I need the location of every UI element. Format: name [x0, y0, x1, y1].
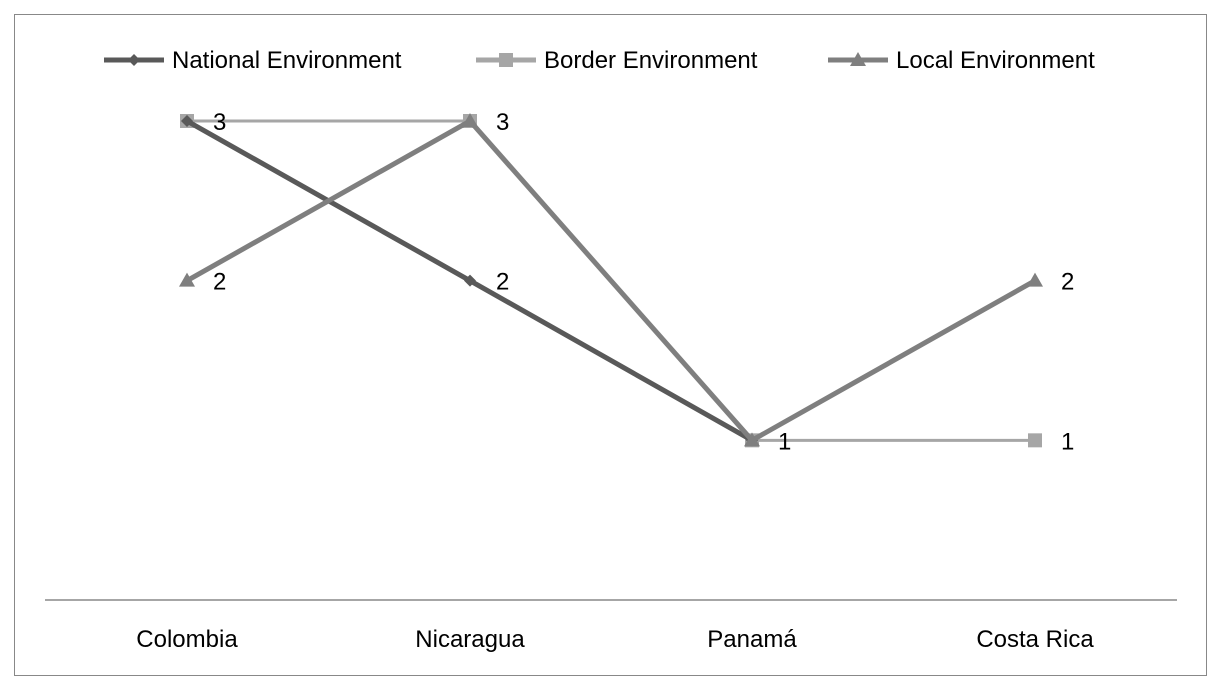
data-point-marker	[179, 272, 195, 287]
series-line	[185, 118, 1037, 443]
data-label: 2	[213, 269, 226, 296]
data-label: 1	[778, 428, 791, 455]
data-label: 2	[1061, 269, 1074, 296]
x-tick-label: Costa Rica	[976, 626, 1094, 653]
data-label: 1	[1061, 428, 1074, 455]
series-lines	[179, 113, 1043, 448]
legend-entry: National Environment	[104, 47, 402, 74]
data-label: 2	[496, 269, 509, 296]
legend-entry: Local Environment	[828, 47, 1095, 74]
x-tick-label: Panamá	[707, 626, 797, 653]
data-labels: 3 2 3 2 1 2 1	[213, 109, 1074, 455]
data-label: 3	[213, 109, 226, 136]
data-point-marker	[462, 113, 478, 127]
legend-marker	[850, 52, 866, 66]
data-point-marker	[744, 432, 760, 447]
legend-label: Local Environment	[896, 47, 1095, 74]
series-national-environment	[181, 115, 758, 447]
x-tick-labels: Colombia Nicaragua Panamá Costa Rica	[136, 626, 1094, 653]
legend-label: National Environment	[172, 47, 402, 74]
legend-marker	[128, 54, 140, 66]
data-point-marker	[1027, 272, 1043, 287]
x-tick-label: Colombia	[136, 626, 238, 653]
data-label: 3	[496, 109, 509, 136]
data-point-marker	[181, 115, 193, 127]
legend-marker	[499, 53, 513, 67]
data-point-marker	[464, 274, 476, 287]
legend: National Environment Border Environment Lo…	[104, 47, 1095, 74]
series-local-environment	[179, 113, 1043, 447]
chart-frame	[14, 14, 1207, 676]
x-tick-label: Nicaragua	[415, 626, 525, 653]
data-point-marker	[1028, 433, 1042, 448]
legend-label: Border Environment	[544, 47, 758, 74]
legend-entry: Border Environment	[476, 47, 758, 74]
